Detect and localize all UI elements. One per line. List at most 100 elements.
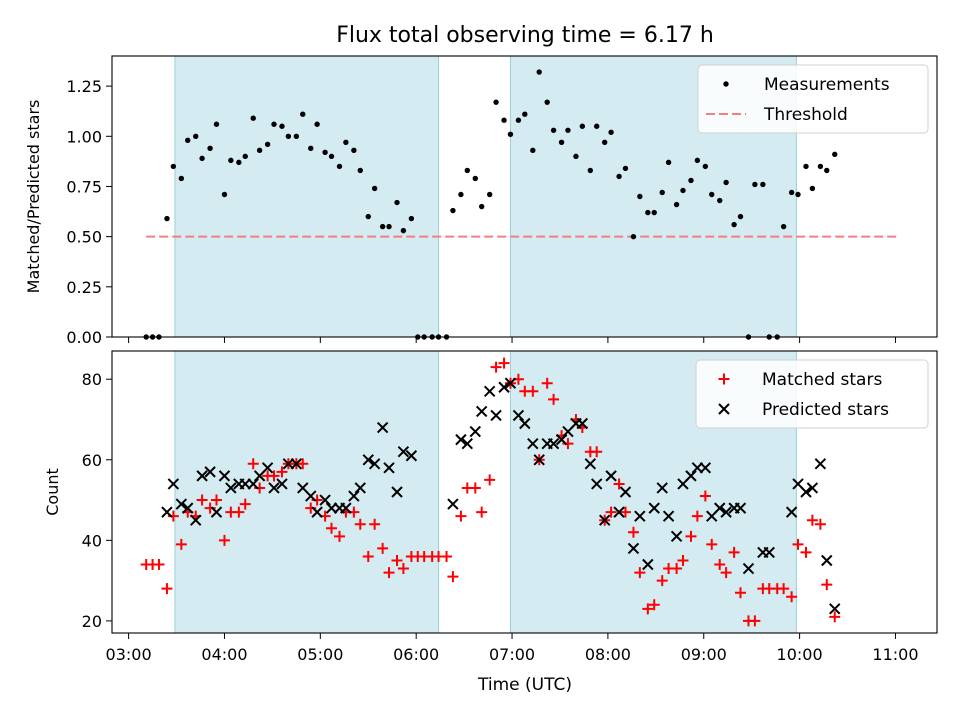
y-tick-label: 0.75 [66, 177, 102, 196]
measurement-point [601, 139, 608, 146]
predicted-point [662, 510, 675, 522]
measurement-point [659, 189, 665, 196]
matched-point [642, 603, 654, 615]
predicted-point [447, 498, 459, 510]
measurement-point [587, 167, 594, 174]
matched-point [829, 611, 841, 623]
matched-point [634, 567, 646, 579]
matched-point [210, 494, 222, 506]
measurement-point [630, 233, 637, 240]
x-tick-label: 10:00 [777, 645, 823, 664]
matched-point [377, 542, 389, 554]
measurement-point [328, 153, 335, 160]
predicted-point [584, 458, 597, 470]
matched-point [619, 506, 631, 518]
measurement-point [371, 185, 378, 192]
measurement-point [795, 191, 801, 198]
measurement-point [515, 117, 522, 123]
measurement-point [256, 147, 263, 154]
y-tick-label: 80 [82, 370, 102, 389]
matched-point [734, 587, 746, 599]
predicted-point [714, 502, 726, 514]
predicted-point [591, 478, 603, 490]
measurement-point [213, 121, 220, 127]
predicted-point [196, 470, 208, 482]
measurement-point [450, 207, 456, 214]
matched-point [268, 470, 280, 482]
predicted-point [785, 506, 798, 518]
observing-interval-1 [174, 56, 439, 337]
measurement-point [622, 165, 629, 172]
y-tick-label: 60 [82, 451, 102, 470]
predicted-point [742, 562, 755, 575]
predicted-point [627, 542, 640, 555]
measurement-point [464, 167, 471, 174]
measurement-point [394, 199, 400, 206]
measurement-point [400, 227, 407, 234]
matched-point [786, 591, 798, 603]
predicted-point [806, 482, 819, 494]
measurement-point [314, 121, 320, 127]
matched-point [627, 526, 639, 538]
matched-point [490, 361, 502, 373]
matched-point [218, 534, 230, 546]
predicted-point [475, 405, 488, 418]
measurement-point [379, 223, 386, 230]
measurement-point [386, 223, 392, 230]
measurement-point [322, 149, 328, 156]
measurement-point [760, 181, 766, 188]
measurement-point [472, 175, 478, 182]
predicted-point [670, 530, 683, 543]
measurement-point [271, 121, 277, 127]
x-tick-label: 04:00 [201, 645, 247, 664]
measurement-point [817, 163, 824, 170]
legend-label: Measurements [764, 75, 890, 95]
measurement-point [486, 191, 493, 198]
predicted-point [383, 462, 395, 474]
legend-label: Threshold [763, 105, 848, 125]
matched-point [699, 490, 711, 502]
x-tick-label: 07:00 [489, 645, 535, 664]
matched-point [671, 563, 683, 575]
predicted-point [469, 425, 482, 438]
measurement-point [665, 159, 672, 166]
measurement-point [702, 163, 709, 170]
predicted-point [547, 437, 560, 450]
legend-matched-marker [718, 373, 730, 385]
predicted-point [268, 482, 280, 494]
measurement-point [673, 201, 680, 208]
measurement-point [536, 69, 542, 75]
matched-point [476, 506, 488, 518]
predicted-point [190, 514, 202, 526]
predicted-point [648, 502, 660, 514]
matched-point [778, 583, 790, 595]
matched-point [656, 575, 668, 587]
measurement-point [731, 221, 737, 228]
matched-point [749, 615, 761, 627]
measurement-point [780, 223, 787, 230]
matched-point [498, 357, 510, 369]
measurement-point [250, 115, 256, 121]
predicted-point [261, 462, 274, 474]
matched-point [196, 494, 208, 506]
predicted-point [354, 482, 366, 494]
legend-box [697, 64, 929, 134]
predicted-point [305, 490, 317, 502]
matched-point [297, 458, 309, 470]
matched-point [239, 498, 251, 510]
measurement-point [300, 111, 306, 117]
matched-point [441, 550, 453, 562]
measurement-point [501, 117, 507, 123]
matched-point [613, 478, 625, 490]
measurement-point [565, 127, 571, 133]
predicted-point [182, 502, 194, 514]
matched-point [806, 514, 818, 526]
predicted-point [763, 546, 775, 559]
matched-point [469, 482, 481, 494]
matched-point [714, 559, 726, 571]
measurement-point [493, 99, 499, 105]
matched-point [677, 554, 689, 566]
measurement-point [343, 139, 349, 146]
matched-point [541, 377, 553, 389]
